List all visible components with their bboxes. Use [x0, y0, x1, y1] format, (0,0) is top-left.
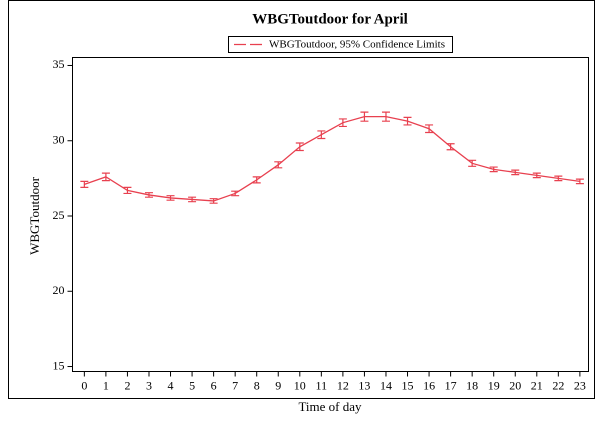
x-tick-label: 21 — [531, 378, 543, 392]
x-tick-label: 23 — [574, 378, 586, 392]
y-tick-label: 30 — [53, 132, 65, 146]
error-bar — [274, 161, 283, 169]
error-bar — [123, 186, 132, 195]
data-line — [84, 116, 580, 202]
x-tick-label: 19 — [488, 378, 500, 392]
error-bar — [511, 169, 520, 176]
error-bar — [295, 142, 304, 152]
error-bar — [381, 111, 390, 122]
x-tick-label: 22 — [552, 378, 564, 392]
chart-title: WBGToutdoor for April — [252, 11, 408, 27]
page-frame — [8, 0, 595, 399]
x-tick-label: 1 — [103, 378, 109, 392]
x-tick-label: 13 — [358, 378, 370, 392]
error-bar — [338, 118, 347, 128]
x-tick-label: 6 — [211, 378, 217, 392]
error-bar — [101, 172, 110, 182]
x-tick-label: 20 — [509, 378, 521, 392]
y-axis-label: WBGToutdoor — [27, 176, 42, 254]
plot-frame — [72, 57, 589, 372]
error-bar — [231, 190, 240, 197]
error-bar — [446, 143, 455, 151]
y-tick-label: 15 — [53, 358, 65, 372]
error-bar — [188, 196, 197, 203]
error-bar — [554, 175, 563, 182]
x-tick-label: 14 — [380, 378, 392, 392]
y-tick-label: 25 — [53, 208, 65, 222]
x-tick-label: 9 — [275, 378, 281, 392]
error-bar — [489, 166, 498, 173]
x-tick-label: 2 — [124, 378, 130, 392]
error-bar — [425, 124, 434, 134]
y-tick-label: 20 — [53, 283, 65, 297]
x-tick-label: 15 — [402, 378, 414, 392]
x-tick-label: 11 — [316, 378, 328, 392]
x-tick-label: 7 — [232, 378, 238, 392]
x-tick-label: 10 — [294, 378, 306, 392]
error-bar — [144, 192, 153, 198]
x-tick-label: 17 — [445, 378, 457, 392]
x-axis-label: Time of day — [298, 399, 362, 414]
x-tick-label: 12 — [337, 378, 349, 392]
error-bar — [317, 130, 326, 140]
x-tick-label: 0 — [81, 378, 87, 392]
error-bar — [360, 111, 369, 122]
error-bar — [209, 198, 218, 204]
error-bar — [575, 178, 584, 185]
error-bar — [252, 176, 261, 184]
error-bar — [403, 116, 412, 126]
error-bar — [468, 159, 477, 167]
legend-box — [228, 36, 453, 53]
error-bar — [80, 180, 89, 189]
x-tick-label: 8 — [254, 378, 260, 392]
legend-label: WBGToutdoor, 95% Confidence Limits — [269, 39, 445, 51]
x-tick-label: 3 — [146, 378, 152, 392]
x-tick-label: 4 — [168, 378, 174, 392]
x-tick-label: 16 — [423, 378, 435, 392]
x-tick-label: 18 — [466, 378, 478, 392]
error-bar — [166, 195, 175, 201]
y-tick-label: 35 — [53, 57, 65, 71]
error-bar — [532, 172, 541, 179]
x-tick-label: 5 — [189, 378, 195, 392]
